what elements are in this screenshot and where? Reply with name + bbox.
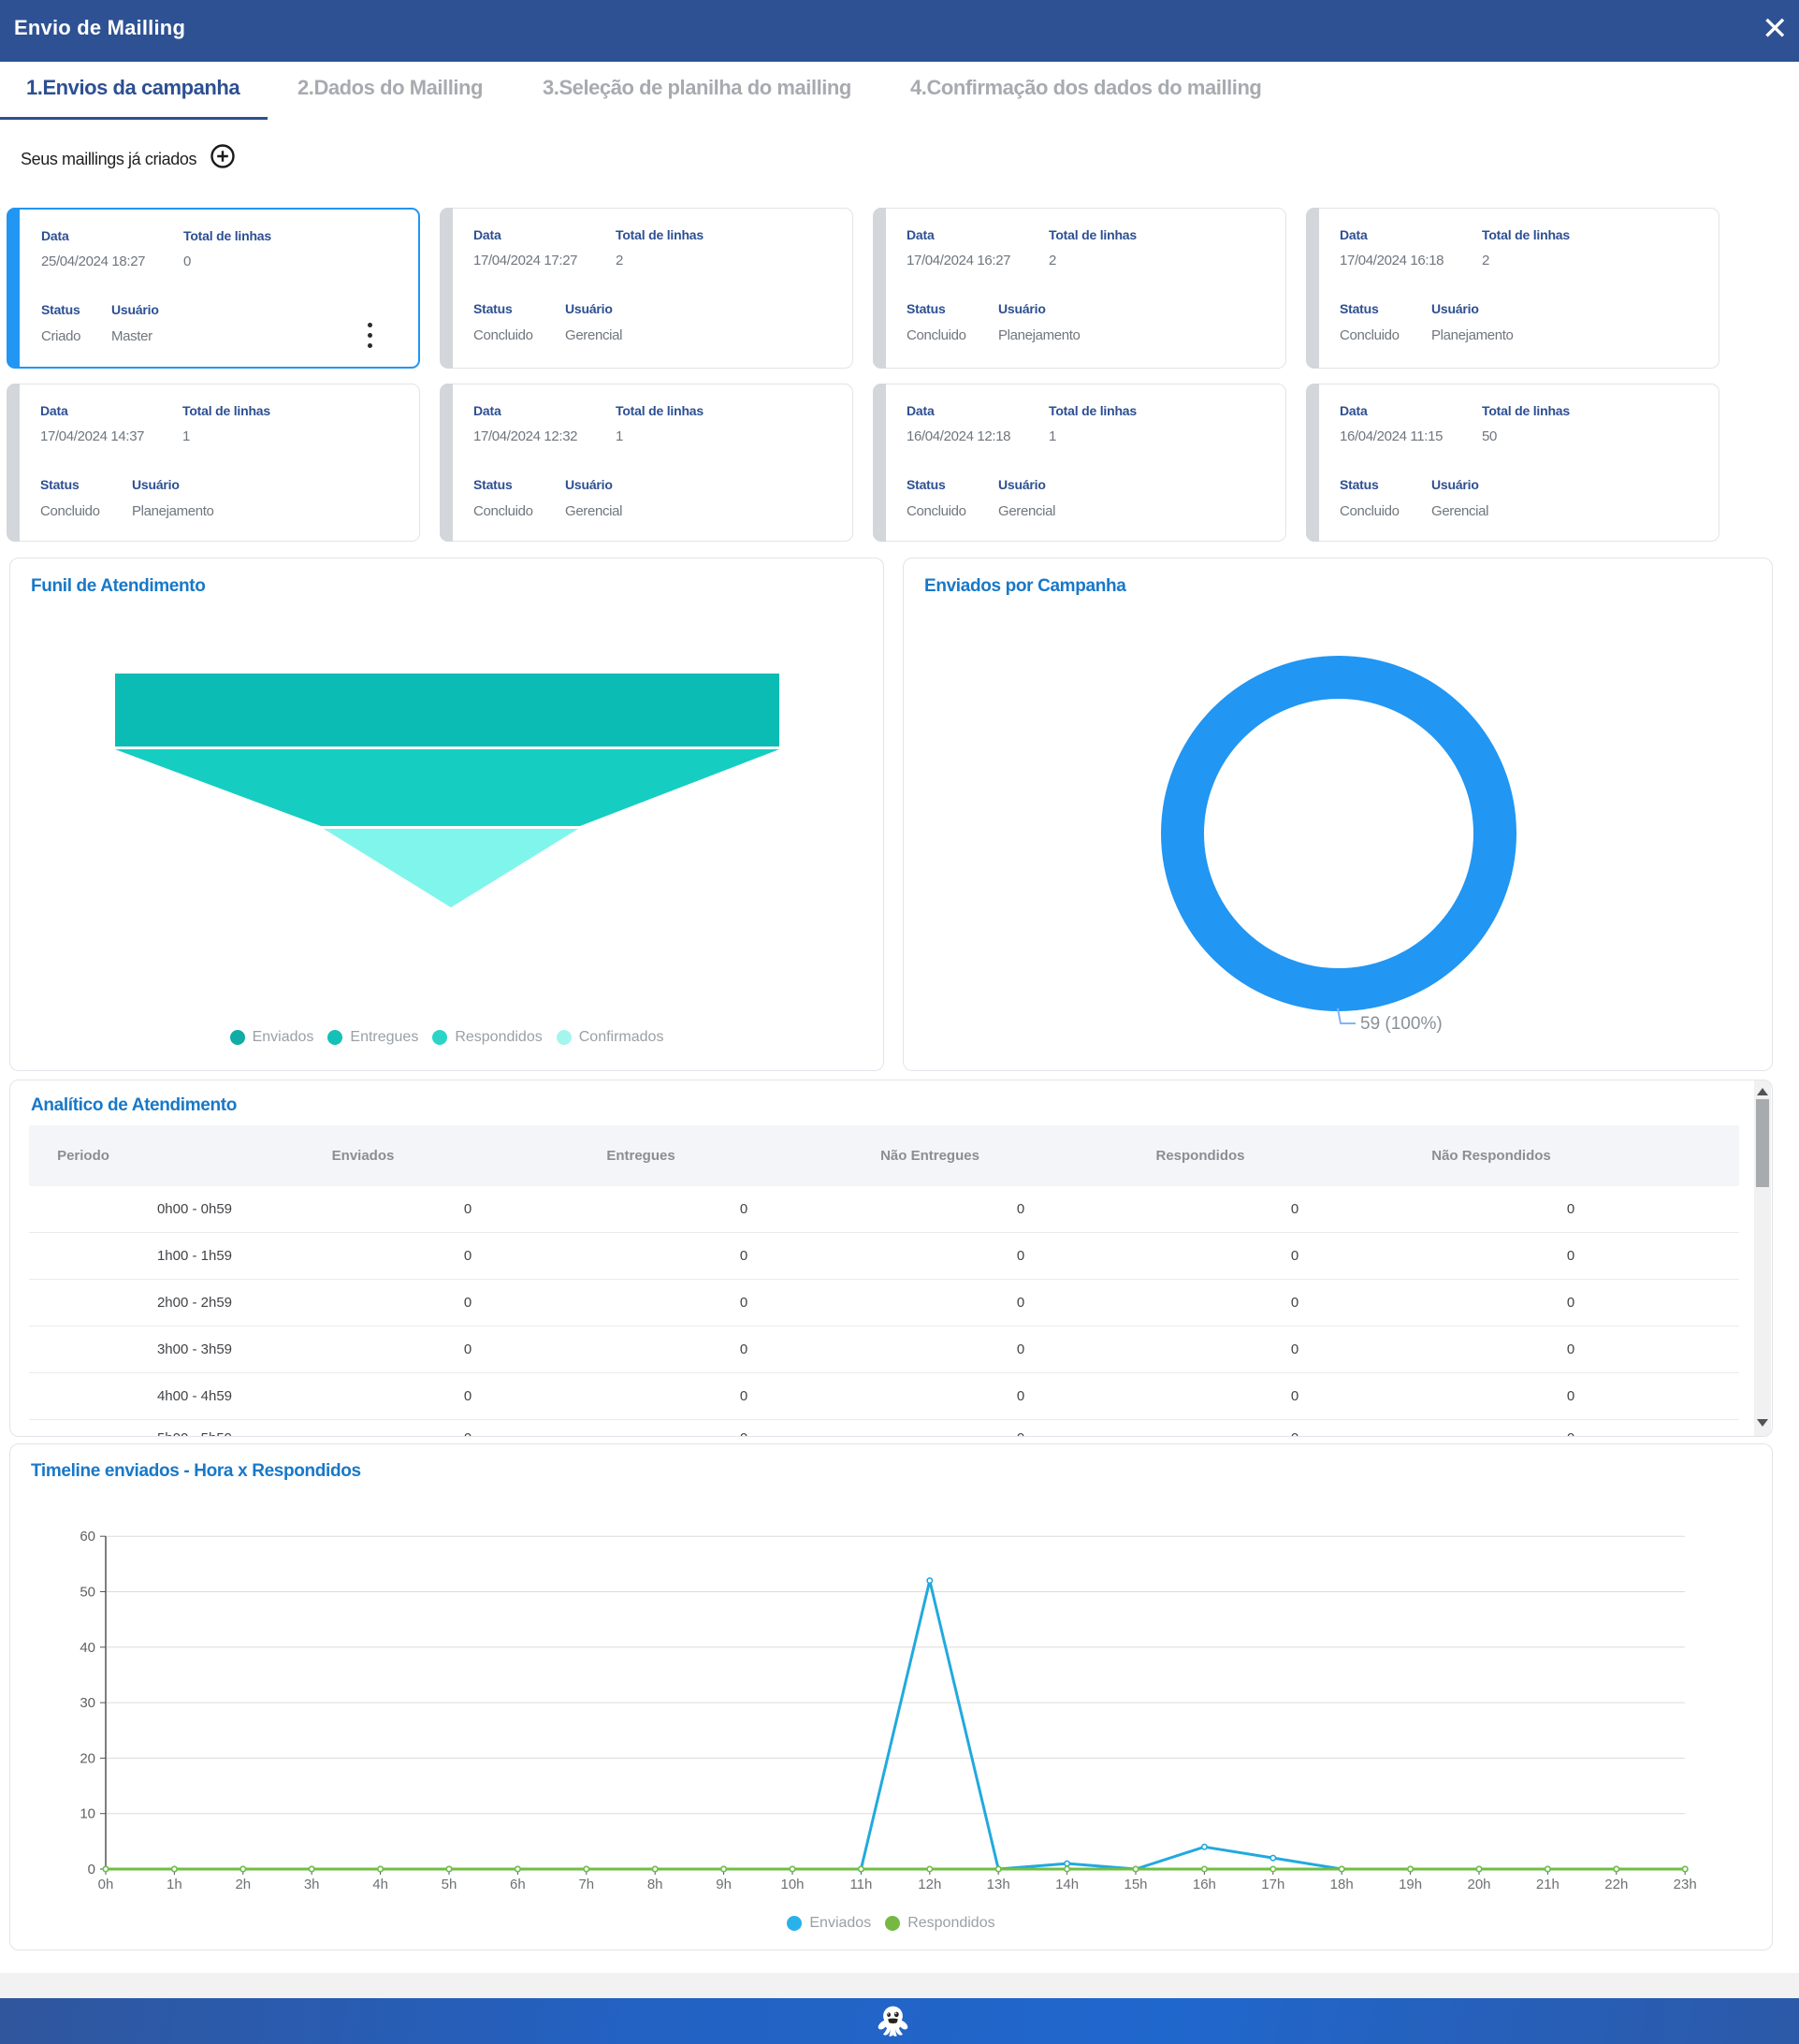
svg-text:0h: 0h xyxy=(98,1877,114,1892)
svg-text:16h: 16h xyxy=(1193,1877,1216,1892)
svg-text:59 (100%): 59 (100%) xyxy=(1360,1014,1443,1034)
svg-text:20h: 20h xyxy=(1467,1877,1490,1892)
svg-text:19h: 19h xyxy=(1399,1877,1422,1892)
svg-text:1h: 1h xyxy=(167,1877,182,1892)
svg-text:12h: 12h xyxy=(918,1877,941,1892)
svg-text:6h: 6h xyxy=(510,1877,526,1892)
svg-text:14h: 14h xyxy=(1055,1877,1079,1892)
svg-text:15h: 15h xyxy=(1124,1877,1147,1892)
svg-text:60: 60 xyxy=(80,1529,95,1544)
svg-text:4h: 4h xyxy=(372,1877,388,1892)
svg-text:11h: 11h xyxy=(849,1877,872,1892)
svg-text:21h: 21h xyxy=(1536,1877,1560,1892)
svg-text:5h: 5h xyxy=(442,1877,457,1892)
svg-text:30: 30 xyxy=(80,1695,95,1711)
svg-text:23h: 23h xyxy=(1674,1877,1697,1892)
svg-text:7h: 7h xyxy=(578,1877,594,1892)
svg-text:20: 20 xyxy=(80,1750,95,1766)
svg-text:2h: 2h xyxy=(235,1877,251,1892)
svg-text:40: 40 xyxy=(80,1640,95,1656)
svg-text:18h: 18h xyxy=(1330,1877,1354,1892)
svg-text:17h: 17h xyxy=(1261,1877,1284,1892)
svg-text:13h: 13h xyxy=(987,1877,1010,1892)
svg-text:8h: 8h xyxy=(647,1877,663,1892)
svg-text:9h: 9h xyxy=(716,1877,732,1892)
svg-text:10h: 10h xyxy=(780,1877,804,1892)
svg-text:0: 0 xyxy=(88,1862,95,1877)
svg-text:3h: 3h xyxy=(304,1877,320,1892)
svg-text:10: 10 xyxy=(80,1806,95,1822)
svg-text:22h: 22h xyxy=(1604,1877,1628,1892)
svg-text:50: 50 xyxy=(80,1585,95,1601)
